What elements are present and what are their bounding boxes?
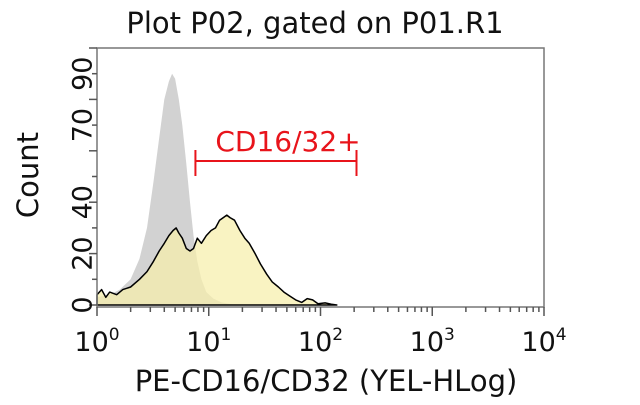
histogram-series-2 bbox=[96, 214, 338, 306]
x-axis-label: PE-CD16/CD32 (YEL-HLog) bbox=[135, 364, 518, 398]
x-axis: 100 101 102 103 104 bbox=[74, 307, 567, 358]
y-tick-label: 40 bbox=[68, 185, 99, 219]
x-tick-label: 100 bbox=[74, 325, 119, 358]
y-axis-label: Count bbox=[11, 132, 45, 218]
y-tick-label: 0 bbox=[68, 296, 99, 313]
gate-region: CD16/32+ bbox=[194, 125, 361, 176]
y-axis: 0 20 40 70 90 bbox=[68, 47, 99, 314]
x-tick-label: 103 bbox=[410, 325, 455, 358]
y-tick-label: 70 bbox=[68, 108, 99, 142]
gate-region-label: CD16/32+ bbox=[215, 125, 360, 158]
y-tick-label: 20 bbox=[68, 236, 99, 270]
histogram-plot-area bbox=[96, 73, 338, 306]
histogram-series-1 bbox=[97, 73, 243, 305]
chart-title: Plot P02, gated on P01.R1 bbox=[126, 6, 503, 40]
x-tick-label: 101 bbox=[186, 325, 231, 358]
x-tick-label: 104 bbox=[521, 325, 566, 358]
x-tick-label: 102 bbox=[298, 325, 343, 358]
y-tick-label: 90 bbox=[68, 57, 99, 91]
